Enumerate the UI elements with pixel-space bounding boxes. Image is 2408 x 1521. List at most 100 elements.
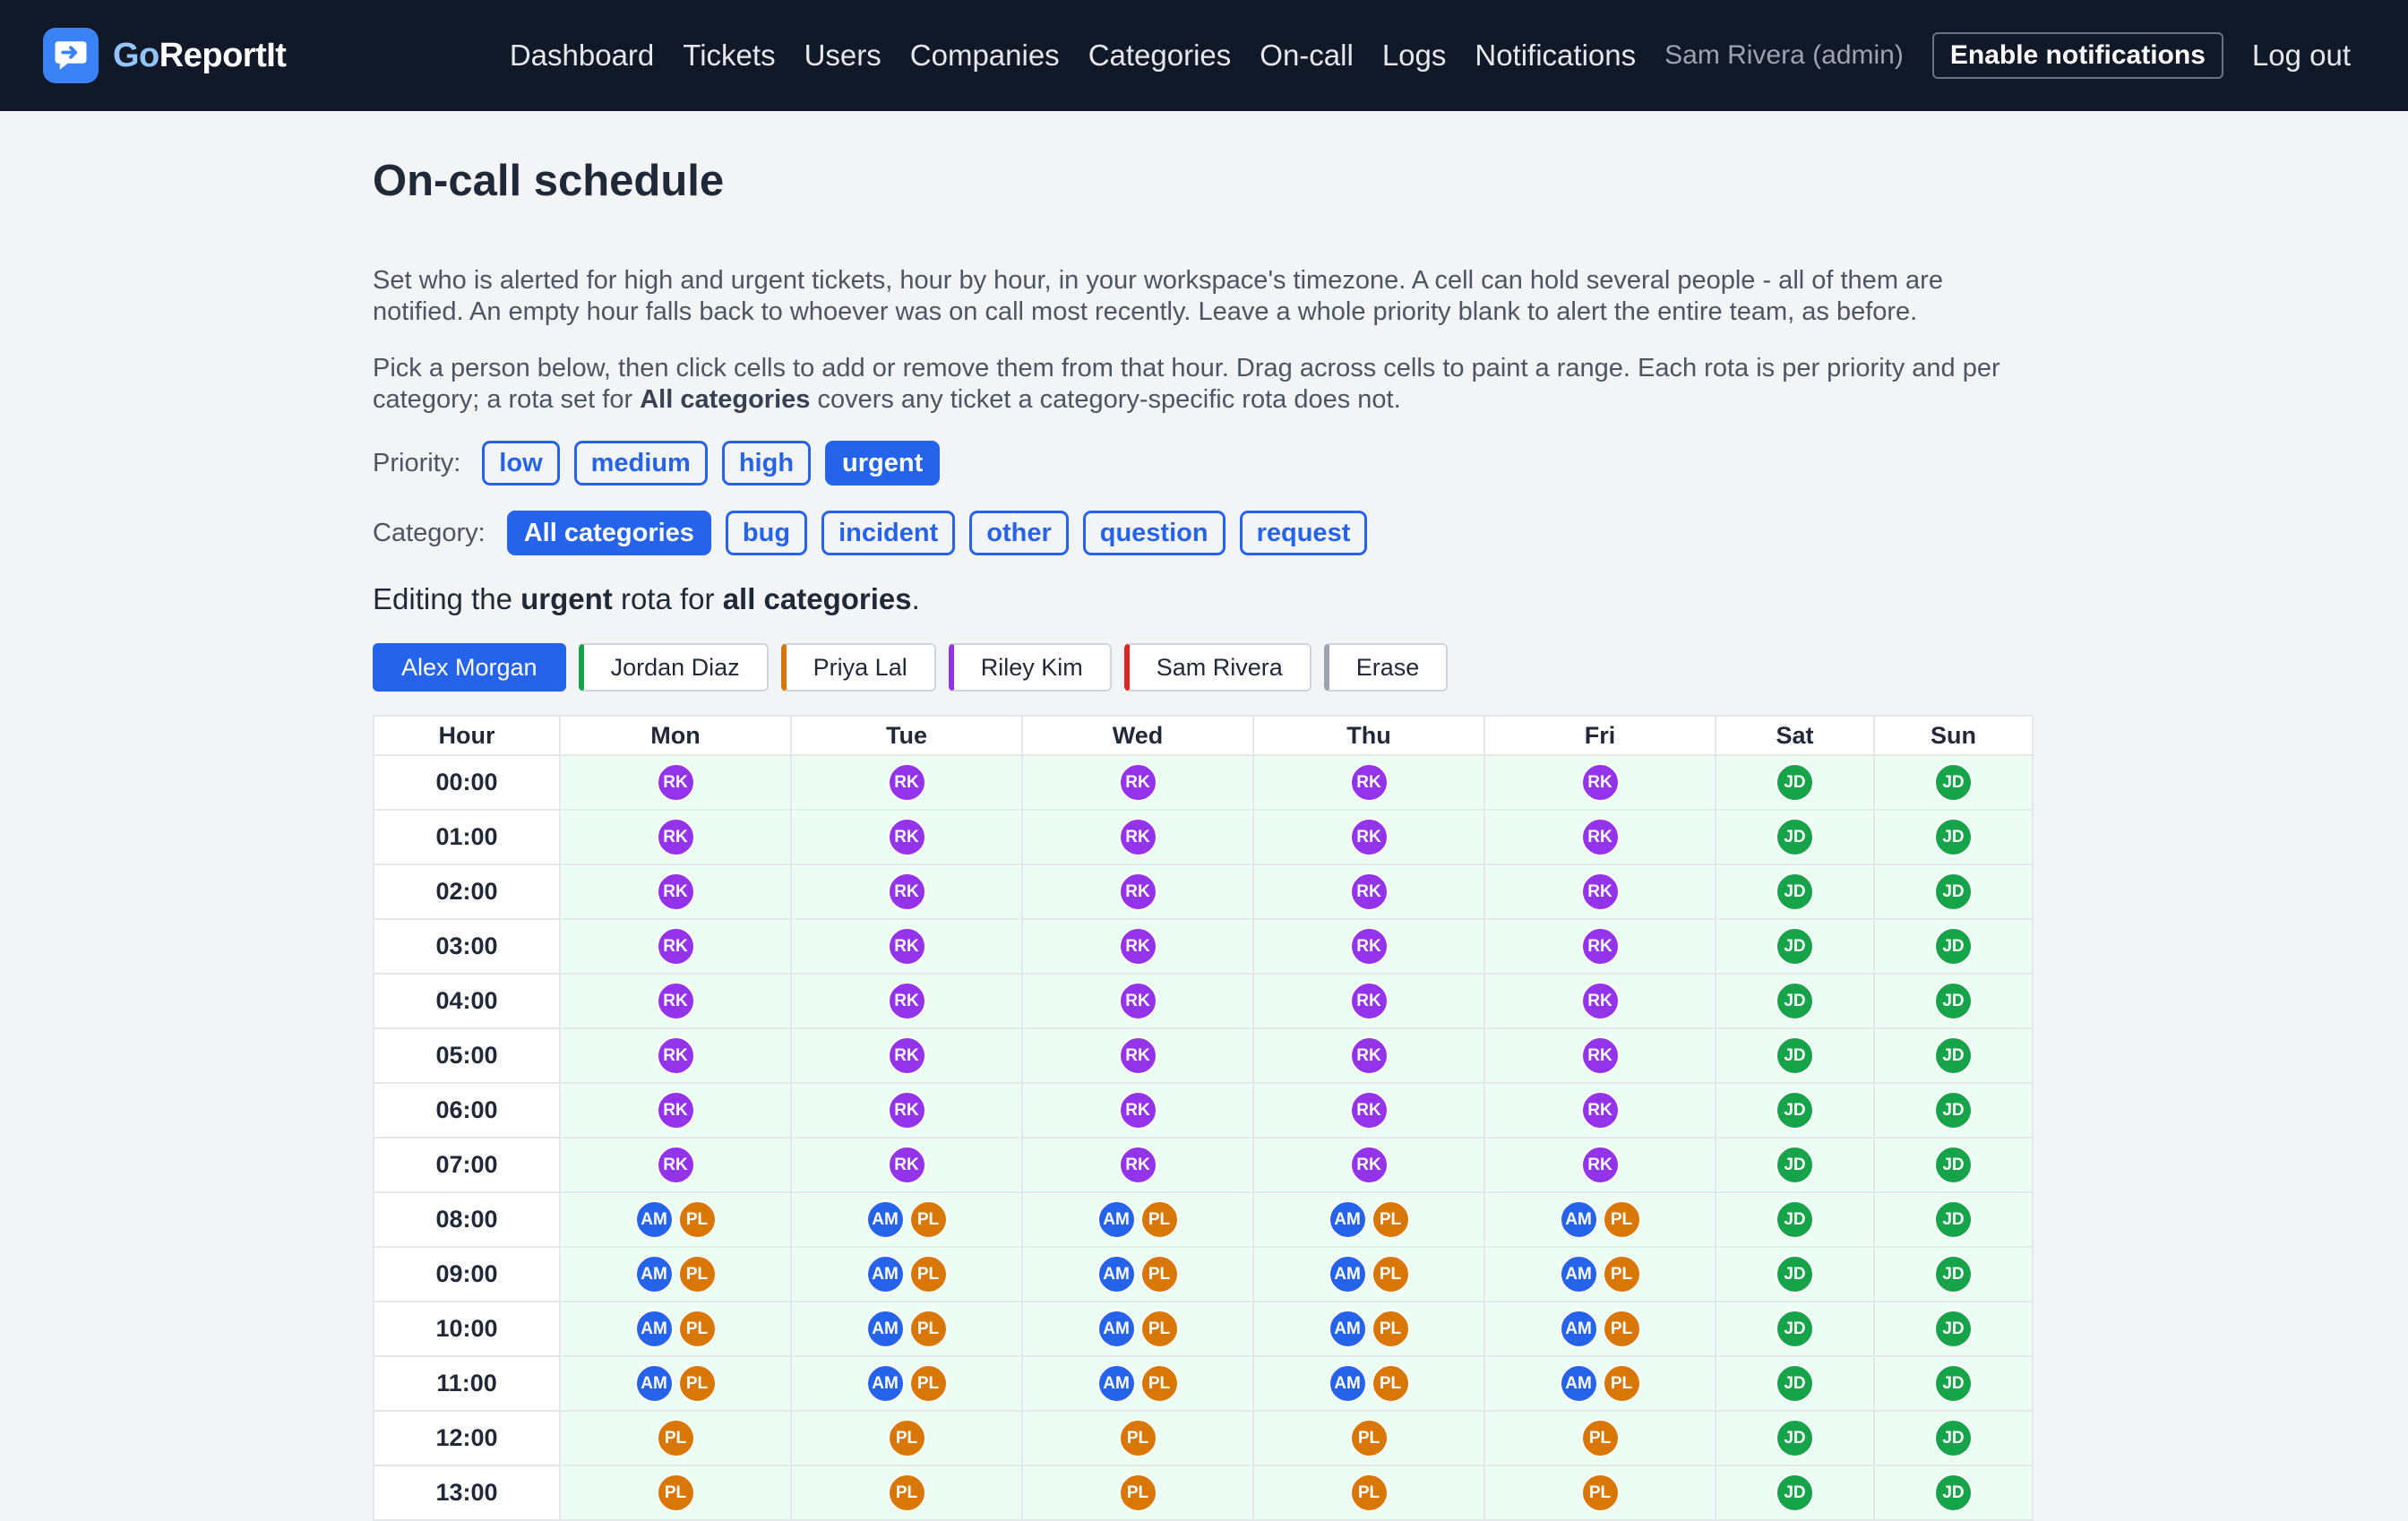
schedule-cell-thu[interactable]: RK bbox=[1252, 809, 1485, 865]
schedule-cell-fri[interactable]: RK bbox=[1484, 809, 1716, 865]
schedule-cell-tue[interactable]: RK bbox=[790, 1082, 1023, 1139]
schedule-cell-tue[interactable]: PL bbox=[790, 1410, 1023, 1466]
schedule-cell-mon[interactable]: RK bbox=[559, 1137, 792, 1193]
schedule-cell-sat[interactable]: JD bbox=[1715, 1082, 1875, 1139]
category-incident[interactable]: incident bbox=[821, 511, 956, 555]
schedule-cell-sun[interactable]: JD bbox=[1873, 1082, 2034, 1139]
schedule-cell-thu[interactable]: RK bbox=[1252, 864, 1485, 920]
priority-urgent[interactable]: urgent bbox=[825, 441, 941, 486]
schedule-cell-tue[interactable]: RK bbox=[790, 864, 1023, 920]
schedule-cell-thu[interactable]: AM PL bbox=[1252, 1191, 1485, 1248]
priority-high[interactable]: high bbox=[721, 441, 812, 486]
schedule-cell-mon[interactable]: AM PL bbox=[559, 1191, 792, 1248]
schedule-cell-sat[interactable]: JD bbox=[1715, 864, 1875, 920]
schedule-cell-sat[interactable]: JD bbox=[1715, 1027, 1875, 1084]
brand[interactable]: GoReportIt bbox=[43, 28, 287, 83]
schedule-cell-fri[interactable]: AM PL bbox=[1484, 1191, 1716, 1248]
schedule-cell-fri[interactable]: AM PL bbox=[1484, 1355, 1716, 1412]
schedule-cell-mon[interactable]: RK bbox=[559, 1027, 792, 1084]
schedule-cell-fri[interactable]: RK bbox=[1484, 754, 1716, 811]
schedule-cell-sat[interactable]: JD bbox=[1715, 1410, 1875, 1466]
schedule-cell-sun[interactable]: JD bbox=[1873, 1355, 2034, 1412]
schedule-cell-mon[interactable]: AM PL bbox=[559, 1355, 792, 1412]
schedule-cell-wed[interactable]: RK bbox=[1021, 1137, 1254, 1193]
schedule-cell-wed[interactable]: AM PL bbox=[1021, 1246, 1254, 1302]
schedule-cell-wed[interactable]: RK bbox=[1021, 1027, 1254, 1084]
person-alex-morgan[interactable]: Alex Morgan bbox=[373, 643, 566, 692]
schedule-cell-sat[interactable]: JD bbox=[1715, 918, 1875, 975]
schedule-cell-mon[interactable]: AM PL bbox=[559, 1301, 792, 1357]
schedule-cell-thu[interactable]: RK bbox=[1252, 754, 1485, 811]
nav-users[interactable]: Users bbox=[804, 39, 882, 72]
schedule-cell-tue[interactable]: RK bbox=[790, 809, 1023, 865]
person-jordan-diaz[interactable]: Jordan Diaz bbox=[578, 643, 769, 692]
schedule-cell-wed[interactable]: AM PL bbox=[1021, 1355, 1254, 1412]
schedule-cell-sun[interactable]: JD bbox=[1873, 1246, 2034, 1302]
schedule-cell-fri[interactable]: RK bbox=[1484, 1082, 1716, 1139]
nav-dashboard[interactable]: Dashboard bbox=[509, 39, 655, 72]
schedule-cell-mon[interactable]: RK bbox=[559, 754, 792, 811]
nav-companies[interactable]: Companies bbox=[909, 39, 1060, 72]
schedule-cell-fri[interactable]: PL bbox=[1484, 1465, 1716, 1521]
schedule-cell-tue[interactable]: PL bbox=[790, 1465, 1023, 1521]
person-sam-rivera[interactable]: Sam Rivera bbox=[1123, 643, 1312, 692]
schedule-cell-mon[interactable]: RK bbox=[559, 973, 792, 1029]
schedule-cell-fri[interactable]: AM PL bbox=[1484, 1301, 1716, 1357]
nav-categories[interactable]: Categories bbox=[1088, 39, 1232, 72]
schedule-cell-sat[interactable]: JD bbox=[1715, 1301, 1875, 1357]
schedule-cell-thu[interactable]: RK bbox=[1252, 918, 1485, 975]
schedule-cell-tue[interactable]: AM PL bbox=[790, 1301, 1023, 1357]
schedule-cell-tue[interactable]: AM PL bbox=[790, 1191, 1023, 1248]
schedule-cell-wed[interactable]: RK bbox=[1021, 754, 1254, 811]
schedule-cell-thu[interactable]: AM PL bbox=[1252, 1355, 1485, 1412]
priority-low[interactable]: low bbox=[482, 441, 560, 486]
schedule-cell-wed[interactable]: PL bbox=[1021, 1465, 1254, 1521]
erase-button[interactable]: Erase bbox=[1323, 643, 1449, 692]
person-riley-kim[interactable]: Riley Kim bbox=[948, 643, 1112, 692]
schedule-cell-tue[interactable]: RK bbox=[790, 1137, 1023, 1193]
nav-notifications[interactable]: Notifications bbox=[1475, 39, 1637, 72]
schedule-cell-sun[interactable]: JD bbox=[1873, 973, 2034, 1029]
schedule-cell-fri[interactable]: RK bbox=[1484, 1137, 1716, 1193]
schedule-cell-mon[interactable]: RK bbox=[559, 918, 792, 975]
schedule-cell-sun[interactable]: JD bbox=[1873, 754, 2034, 811]
schedule-cell-tue[interactable]: RK bbox=[790, 973, 1023, 1029]
schedule-cell-sat[interactable]: JD bbox=[1715, 973, 1875, 1029]
schedule-cell-sun[interactable]: JD bbox=[1873, 1410, 2034, 1466]
category-request[interactable]: request bbox=[1239, 511, 1368, 555]
schedule-cell-sat[interactable]: JD bbox=[1715, 1246, 1875, 1302]
schedule-cell-wed[interactable]: RK bbox=[1021, 864, 1254, 920]
schedule-cell-sun[interactable]: JD bbox=[1873, 1027, 2034, 1084]
schedule-cell-sun[interactable]: JD bbox=[1873, 1301, 2034, 1357]
schedule-cell-sun[interactable]: JD bbox=[1873, 1137, 2034, 1193]
schedule-cell-fri[interactable]: RK bbox=[1484, 973, 1716, 1029]
schedule-cell-sun[interactable]: JD bbox=[1873, 1465, 2034, 1521]
schedule-cell-tue[interactable]: AM PL bbox=[790, 1246, 1023, 1302]
logout-link[interactable]: Log out bbox=[2251, 39, 2351, 72]
schedule-cell-fri[interactable]: RK bbox=[1484, 864, 1716, 920]
schedule-cell-wed[interactable]: RK bbox=[1021, 809, 1254, 865]
enable-notifications-button[interactable]: Enable notifications bbox=[1931, 32, 2223, 79]
schedule-cell-sun[interactable]: JD bbox=[1873, 918, 2034, 975]
schedule-cell-mon[interactable]: PL bbox=[559, 1410, 792, 1466]
schedule-cell-wed[interactable]: AM PL bbox=[1021, 1301, 1254, 1357]
schedule-cell-wed[interactable]: PL bbox=[1021, 1410, 1254, 1466]
schedule-cell-mon[interactable]: PL bbox=[559, 1465, 792, 1521]
schedule-cell-sun[interactable]: JD bbox=[1873, 864, 2034, 920]
nav-logs[interactable]: Logs bbox=[1381, 39, 1447, 72]
nav-on-call[interactable]: On-call bbox=[1260, 39, 1354, 72]
category-bug[interactable]: bug bbox=[725, 511, 808, 555]
schedule-cell-mon[interactable]: RK bbox=[559, 809, 792, 865]
schedule-cell-thu[interactable]: RK bbox=[1252, 1027, 1485, 1084]
schedule-cell-wed[interactable]: RK bbox=[1021, 1082, 1254, 1139]
category-all[interactable]: All categories bbox=[506, 511, 711, 555]
schedule-cell-thu[interactable]: RK bbox=[1252, 1082, 1485, 1139]
schedule-cell-tue[interactable]: RK bbox=[790, 754, 1023, 811]
category-other[interactable]: other bbox=[969, 511, 1069, 555]
schedule-cell-wed[interactable]: AM PL bbox=[1021, 1191, 1254, 1248]
schedule-cell-mon[interactable]: RK bbox=[559, 864, 792, 920]
category-question[interactable]: question bbox=[1082, 511, 1226, 555]
schedule-cell-sat[interactable]: JD bbox=[1715, 809, 1875, 865]
schedule-cell-fri[interactable]: RK bbox=[1484, 918, 1716, 975]
schedule-cell-wed[interactable]: RK bbox=[1021, 973, 1254, 1029]
